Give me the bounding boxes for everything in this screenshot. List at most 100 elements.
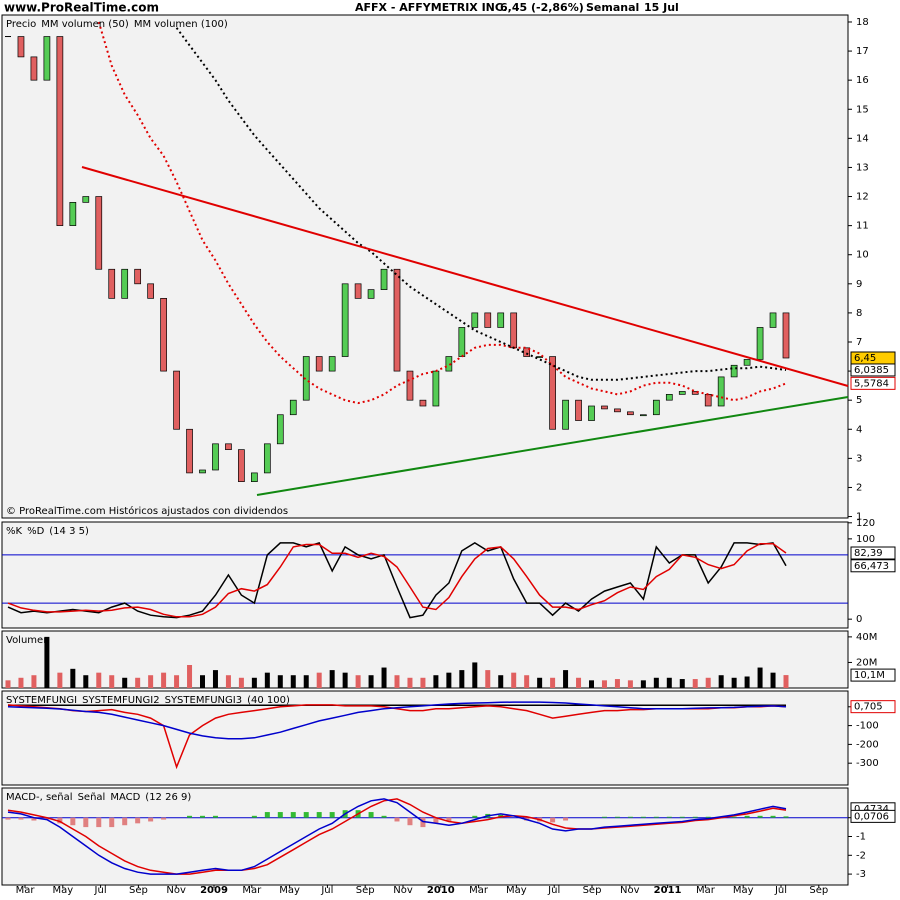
histogram-bar <box>653 816 659 818</box>
x-tick-label: Nov <box>393 885 413 896</box>
candle <box>614 408 621 413</box>
panel: 20M 40M Volumen 10,1M <box>1 630 896 689</box>
candle <box>484 312 492 328</box>
legend-entry: MM volumen (50) <box>41 19 129 30</box>
quote: 6,45 (-2,86%) <box>500 1 584 14</box>
candle <box>432 370 440 407</box>
y-tick-label: -1 <box>856 832 866 843</box>
histogram-bar <box>264 812 270 818</box>
legend-params: (14 3 5) <box>49 526 89 537</box>
candle <box>160 298 167 372</box>
candle <box>601 405 608 410</box>
y-tick-label: 3 <box>856 453 862 464</box>
candle <box>769 312 777 328</box>
value-box-label: 66,473 <box>854 561 889 572</box>
y-tick-label: 11 <box>856 221 869 232</box>
volume-bar <box>614 679 620 688</box>
histogram-bar <box>627 816 633 818</box>
histogram-bar <box>770 815 776 818</box>
y-tick-label: 7 <box>856 337 862 348</box>
volume-bar <box>174 675 180 688</box>
indicator-line <box>7 798 787 875</box>
volume-bar <box>96 672 102 688</box>
legend-entry: Señal <box>78 792 106 803</box>
histogram-bar <box>251 815 257 818</box>
site-name: www.ProRealTime.com <box>4 1 159 15</box>
x-tick-label: Nov <box>620 885 640 896</box>
panels: 123456789101112131415161718PrecioMM volu… <box>1 14 896 886</box>
volume-bar <box>589 680 594 688</box>
volume-bar <box>161 672 167 688</box>
candle <box>238 449 245 482</box>
candle <box>678 391 686 395</box>
volume-bar <box>238 677 244 688</box>
volume-bar <box>394 675 400 688</box>
histogram-bar <box>550 817 556 823</box>
volume-bar <box>212 670 218 688</box>
volume-bar <box>459 670 465 688</box>
candle <box>756 327 764 360</box>
volume-bar <box>472 662 478 688</box>
candle <box>69 202 77 226</box>
histogram-bar <box>161 817 167 820</box>
histogram-bar <box>368 812 374 818</box>
histogram-bar <box>744 815 750 818</box>
candle <box>354 283 362 299</box>
y-tick-label: 120 <box>856 518 875 529</box>
volume-bar <box>718 675 724 688</box>
candle <box>419 399 427 407</box>
candle <box>341 283 349 357</box>
volume-bar <box>251 677 257 688</box>
candle <box>627 411 634 416</box>
volume-bar <box>264 672 270 688</box>
legend-entry: %K <box>6 526 23 537</box>
candle <box>471 312 479 328</box>
histogram-bar <box>329 812 335 818</box>
x-tick-label: Jul <box>94 885 107 896</box>
candle <box>43 36 51 81</box>
x-tick-label: Sep <box>809 885 828 896</box>
candle <box>302 356 310 401</box>
volume-bar <box>31 675 37 688</box>
x-tick-label: 2009 <box>200 885 228 896</box>
candle <box>704 394 712 407</box>
histogram-bar <box>316 812 322 818</box>
histogram-bar <box>731 816 737 818</box>
histogram-bar <box>122 817 128 826</box>
histogram-bar <box>31 817 37 821</box>
volume-bar <box>368 675 374 688</box>
volume-bar <box>783 675 789 688</box>
volume-bar <box>44 636 50 688</box>
volume-bar <box>109 675 115 688</box>
y-tick-label: 100 <box>856 534 875 545</box>
volume-bar <box>57 672 63 688</box>
x-tick-label: May <box>52 885 73 896</box>
candle <box>95 196 103 270</box>
volume-bar <box>576 677 582 688</box>
volume-bar <box>122 677 128 688</box>
candle <box>393 268 401 372</box>
volume-bar <box>407 677 413 688</box>
candle <box>523 347 531 357</box>
histogram-bar <box>692 816 698 818</box>
y-tick-label: 1 <box>856 512 862 523</box>
candle <box>17 36 25 58</box>
histogram-bar <box>666 816 672 818</box>
resistance-line <box>81 166 849 387</box>
volume-bar <box>511 672 517 688</box>
x-tick-label: Jul <box>774 885 787 896</box>
candle <box>251 472 258 482</box>
value-box-label: 0,0706 <box>854 811 889 822</box>
histogram-bar <box>757 815 763 818</box>
candle <box>276 414 284 445</box>
histogram-bar <box>640 816 646 818</box>
volume-bar <box>550 677 556 688</box>
value-box <box>850 376 896 390</box>
volume-bar <box>225 675 231 688</box>
x-tick-label: 2010 <box>427 885 455 896</box>
volume-bar <box>498 675 504 688</box>
value-box <box>850 363 896 377</box>
histogram-bar <box>57 817 63 824</box>
